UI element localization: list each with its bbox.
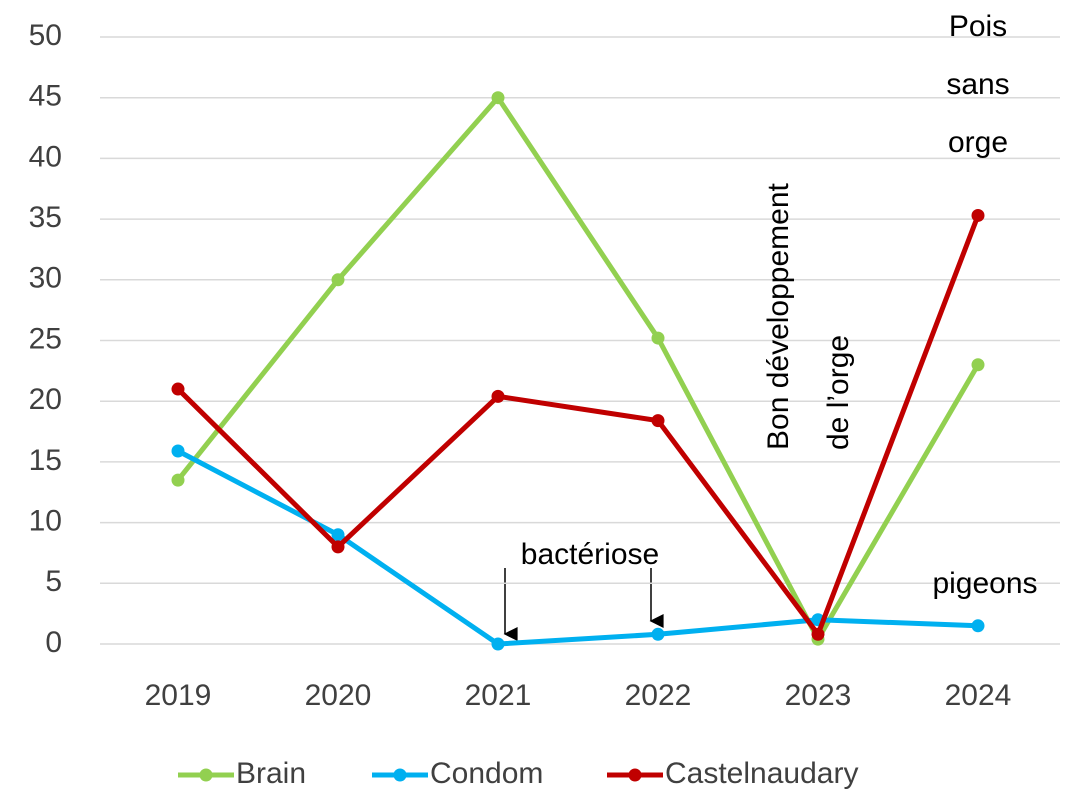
x-tick-label: 2024 [945, 679, 1012, 712]
y-tick-label: 30 [29, 262, 62, 295]
annotation: sans [946, 68, 1009, 101]
data-point [491, 91, 505, 105]
data-point [331, 528, 345, 542]
data-point [171, 382, 185, 396]
annotation: pigeons [932, 567, 1037, 600]
x-tick-label: 2019 [145, 679, 212, 712]
x-tick-label: 2021 [465, 679, 532, 712]
y-tick-label: 40 [29, 140, 62, 173]
legend-label: Condom [430, 757, 543, 790]
data-point [971, 619, 985, 633]
data-point [331, 540, 345, 554]
data-point [971, 208, 985, 222]
data-point [491, 637, 505, 651]
legend-marker [199, 768, 213, 782]
x-tick-label: 2023 [785, 679, 852, 712]
legend-marker [628, 768, 642, 782]
y-tick-label: 45 [29, 80, 62, 113]
y-tick-label: 35 [29, 201, 62, 234]
data-point [331, 273, 345, 287]
data-point [651, 331, 665, 345]
annotation: Pois [949, 10, 1007, 43]
y-tick-label: 25 [29, 322, 62, 355]
y-tick-label: 0 [45, 626, 62, 659]
x-tick-label: 2020 [305, 679, 372, 712]
annotation: de l’orge [822, 335, 855, 450]
y-tick-label: 20 [29, 383, 62, 416]
x-tick-label: 2022 [625, 679, 692, 712]
legend-marker [393, 768, 407, 782]
y-tick-label: 50 [29, 19, 62, 52]
data-point [651, 627, 665, 641]
series-line [176, 214, 981, 637]
y-tick-label: 5 [45, 565, 62, 598]
annotation: bactériose [521, 538, 659, 571]
data-point [971, 358, 985, 372]
legend-label: Castelnaudary [665, 757, 858, 790]
y-tick-label: 15 [29, 444, 62, 477]
data-point [651, 414, 665, 428]
data-point [171, 444, 185, 458]
data-point [491, 389, 505, 403]
series-line [176, 95, 981, 642]
data-point [171, 473, 185, 487]
annotation: orge [948, 126, 1008, 159]
legend-label: Brain [236, 757, 306, 790]
annotation: Bon développement [762, 182, 795, 450]
y-tick-label: 10 [29, 505, 62, 538]
data-point [811, 627, 825, 641]
